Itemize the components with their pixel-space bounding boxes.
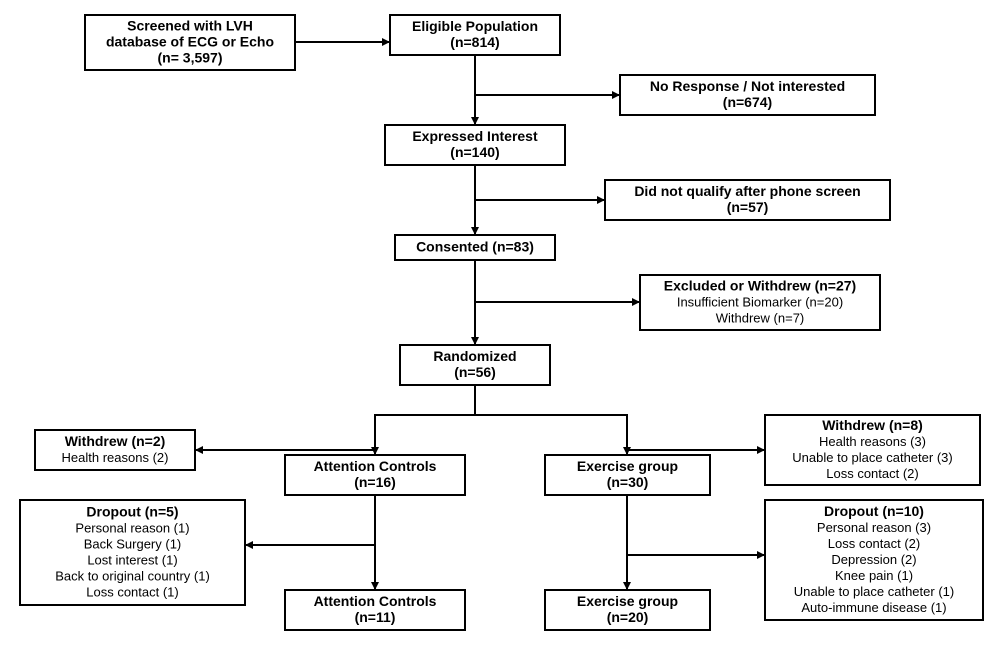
- node-text: Back to original country (1): [55, 569, 210, 584]
- node-text: Attention Controls: [314, 593, 437, 609]
- node-text: Personal reason (3): [817, 520, 931, 535]
- node-text: (n=11): [355, 609, 396, 625]
- node-interest: Expressed Interest(n=140): [385, 125, 565, 165]
- node-excluded: Excluded or Withdrew (n=27)Insufficient …: [640, 275, 880, 330]
- node-text: Randomized: [433, 348, 516, 364]
- node-text: Withdrew (n=8): [822, 417, 923, 433]
- node-text: Dropout (n=10): [824, 503, 924, 519]
- node-text: Did not qualify after phone screen: [634, 183, 860, 199]
- node-text: Expressed Interest: [412, 128, 538, 144]
- node-text: Excluded or Withdrew (n=27): [664, 278, 856, 294]
- node-text: (n=57): [727, 199, 769, 215]
- node-no-response: No Response / Not interested(n=674): [620, 75, 875, 115]
- node-text: (n=16): [354, 474, 396, 490]
- node-text: Health reasons (3): [819, 434, 926, 449]
- flow-arrow: [475, 260, 640, 302]
- node-text: Eligible Population: [412, 18, 538, 34]
- node-text: (n=56): [454, 364, 496, 380]
- node-screened: Screened with LVHdatabase of ECG or Echo…: [85, 15, 295, 70]
- flow-arrow: [245, 495, 375, 545]
- node-text: Loss contact (2): [828, 536, 921, 551]
- node-text: Back Surgery (1): [84, 537, 182, 552]
- node-text: Personal reason (1): [75, 521, 189, 536]
- node-text: Withdrew (n=7): [716, 311, 805, 326]
- node-text: Loss contact (2): [826, 466, 919, 481]
- node-consented: Consented (n=83): [395, 235, 555, 260]
- node-text: (n=20): [607, 609, 649, 625]
- flow-arrow: [475, 165, 605, 200]
- node-exercise30: Exercise group(n=30): [545, 455, 710, 495]
- node-text: (n=674): [723, 94, 772, 110]
- node-text: Auto-immune disease (1): [801, 600, 946, 615]
- node-dropout-right: Dropout (n=10)Personal reason (3)Loss co…: [765, 500, 983, 620]
- flow-arrow: [475, 55, 620, 95]
- node-text: database of ECG or Echo: [106, 34, 274, 50]
- node-text: Loss contact (1): [86, 585, 179, 600]
- node-withdrew-right: Withdrew (n=8)Health reasons (3)Unable t…: [765, 415, 980, 485]
- node-text: Withdrew (n=2): [65, 433, 166, 449]
- node-text: Health reasons (2): [62, 450, 169, 465]
- node-attention11: Attention Controls(n=11): [285, 590, 465, 630]
- node-text: Exercise group: [577, 458, 678, 474]
- node-exercise20: Exercise group(n=20): [545, 590, 710, 630]
- node-text: Unable to place catheter (1): [794, 584, 954, 599]
- node-eligible: Eligible Population(n=814): [390, 15, 560, 55]
- node-text: Dropout (n=5): [86, 504, 178, 520]
- node-text: Consented (n=83): [416, 239, 534, 255]
- node-randomized: Randomized(n=56): [400, 345, 550, 385]
- node-text: No Response / Not interested: [650, 78, 845, 94]
- node-text: Unable to place catheter (3): [792, 450, 952, 465]
- node-text: (n=814): [450, 34, 499, 50]
- node-attention16: Attention Controls(n=16): [285, 455, 465, 495]
- node-text: Exercise group: [577, 593, 678, 609]
- node-dropout-left: Dropout (n=5)Personal reason (1)Back Sur…: [20, 500, 245, 605]
- flow-arrow: [627, 495, 765, 555]
- flow-arrow: [375, 385, 475, 455]
- node-text: Knee pain (1): [835, 568, 913, 583]
- node-not-qualify: Did not qualify after phone screen(n=57): [605, 180, 890, 220]
- node-text: Lost interest (1): [87, 553, 177, 568]
- flow-arrow: [475, 415, 627, 455]
- node-text: (n=30): [607, 474, 649, 490]
- node-text: (n= 3,597): [158, 50, 223, 66]
- node-text: Attention Controls: [314, 458, 437, 474]
- node-text: (n=140): [450, 144, 499, 160]
- consort-flowchart: Screened with LVHdatabase of ECG or Echo…: [0, 0, 1000, 649]
- node-text: Insufficient Biomarker (n=20): [677, 295, 843, 310]
- node-withdrew-left: Withdrew (n=2)Health reasons (2): [35, 430, 195, 470]
- node-text: Depression (2): [831, 552, 916, 567]
- node-text: Screened with LVH: [127, 18, 253, 34]
